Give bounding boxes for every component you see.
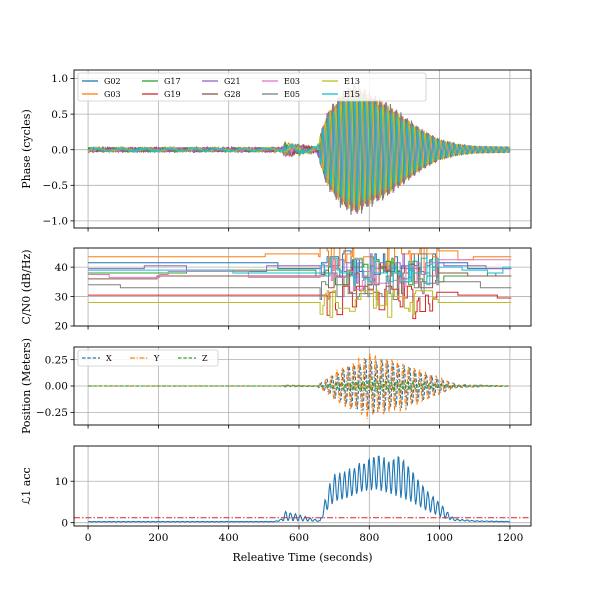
accuracy-y-axis-label: ℒ1 acc (20, 467, 33, 504)
phase-panel: 1.0 0.5 0.0 −0.5 −1.0 Phase (cycles) G02 G03 G17… (20, 69, 532, 232)
phase-axes-frame (73, 69, 532, 229)
y-tick-label: −0.5 (43, 180, 69, 192)
y-tick-label: 10 (55, 476, 68, 488)
x-tick-label: 0 (85, 532, 92, 544)
legend-label-G28: G28 (224, 90, 241, 99)
series-line-E15 (88, 257, 512, 286)
accuracy-plot-area (74, 455, 531, 523)
legend-label-G17: G17 (164, 77, 181, 86)
y-tick-label: 0.00 (45, 381, 68, 393)
legend-label-Y: Y (153, 354, 160, 363)
y-tick-label: 20 (55, 321, 68, 333)
legend-label-E03: E03 (284, 77, 300, 86)
legend-label-G21: G21 (224, 77, 241, 86)
legend-label-E05: E05 (284, 90, 300, 99)
cn0-panel: 20 30 40 C/N0 (dB/Hz) (20, 247, 532, 333)
y-tick-label: 0.25 (45, 354, 68, 366)
series-line-E03 (88, 259, 512, 290)
x-tick-label: 600 (289, 532, 309, 544)
accuracy-grid (74, 446, 531, 526)
cn0-axes-frame (73, 247, 532, 327)
panels: 1.0 0.5 0.0 −0.5 −1.0 Phase (cycles) G02 G03 G17… (20, 69, 532, 544)
series-line-accuracy (87, 455, 510, 523)
accuracy-axes-frame (73, 445, 532, 527)
y-tick-label: 30 (55, 291, 68, 303)
y-tick-label: 0.0 (51, 144, 68, 156)
x-tick-label: 400 (219, 532, 239, 544)
series-line-Z (88, 378, 510, 394)
series-line-E13 (88, 290, 512, 318)
y-tick-label: −1.0 (43, 216, 69, 228)
cn0-plot-area (88, 248, 512, 320)
y-tick-label: 0.5 (51, 109, 68, 121)
legend-label-E15: E15 (344, 90, 360, 99)
y-tick-label: 0 (61, 517, 68, 529)
legend-label-E13: E13 (344, 77, 360, 86)
cn0-y-axis-label: C/N0 (dB/Hz) (20, 249, 33, 324)
series-line-G19 (88, 282, 512, 320)
y-tick-label: −0.25 (36, 407, 68, 419)
legend-label-X: X (106, 354, 112, 363)
x-tick-label: 200 (148, 532, 168, 544)
phase-y-axis-label: Phase (cycles) (20, 109, 33, 189)
x-tick-label: 800 (359, 532, 379, 544)
phase-plot-area (87, 83, 511, 216)
position-legend: X Y Z (77, 349, 219, 367)
position-y-axis-label: Position (Meters) (20, 338, 33, 434)
legend-label-G03: G03 (104, 90, 121, 99)
accuracy-panel: 0 200 400 600 800 1000 1200 10 0 ℒ1 acc (20, 445, 532, 544)
legend-label-Z: Z (202, 354, 208, 363)
legend-label-G02: G02 (104, 77, 121, 86)
series-line-E15 (87, 94, 511, 207)
y-tick-label: 40 (55, 262, 68, 274)
x-axis-label: Releative Time (seconds) (232, 551, 372, 564)
y-tick-label: 1.0 (51, 73, 68, 85)
legend-box (77, 72, 427, 102)
legend-box (77, 349, 219, 367)
legend-label-G19: G19 (164, 90, 181, 99)
x-tick-label: 1000 (426, 532, 453, 544)
series-line-E05 (88, 269, 512, 300)
phase-legend: G02 G03 G17 G19 G21 G28 E03 E05 E13 E15 (77, 72, 427, 102)
position-plot-area (88, 353, 510, 419)
x-tick-label: 1200 (497, 532, 524, 544)
